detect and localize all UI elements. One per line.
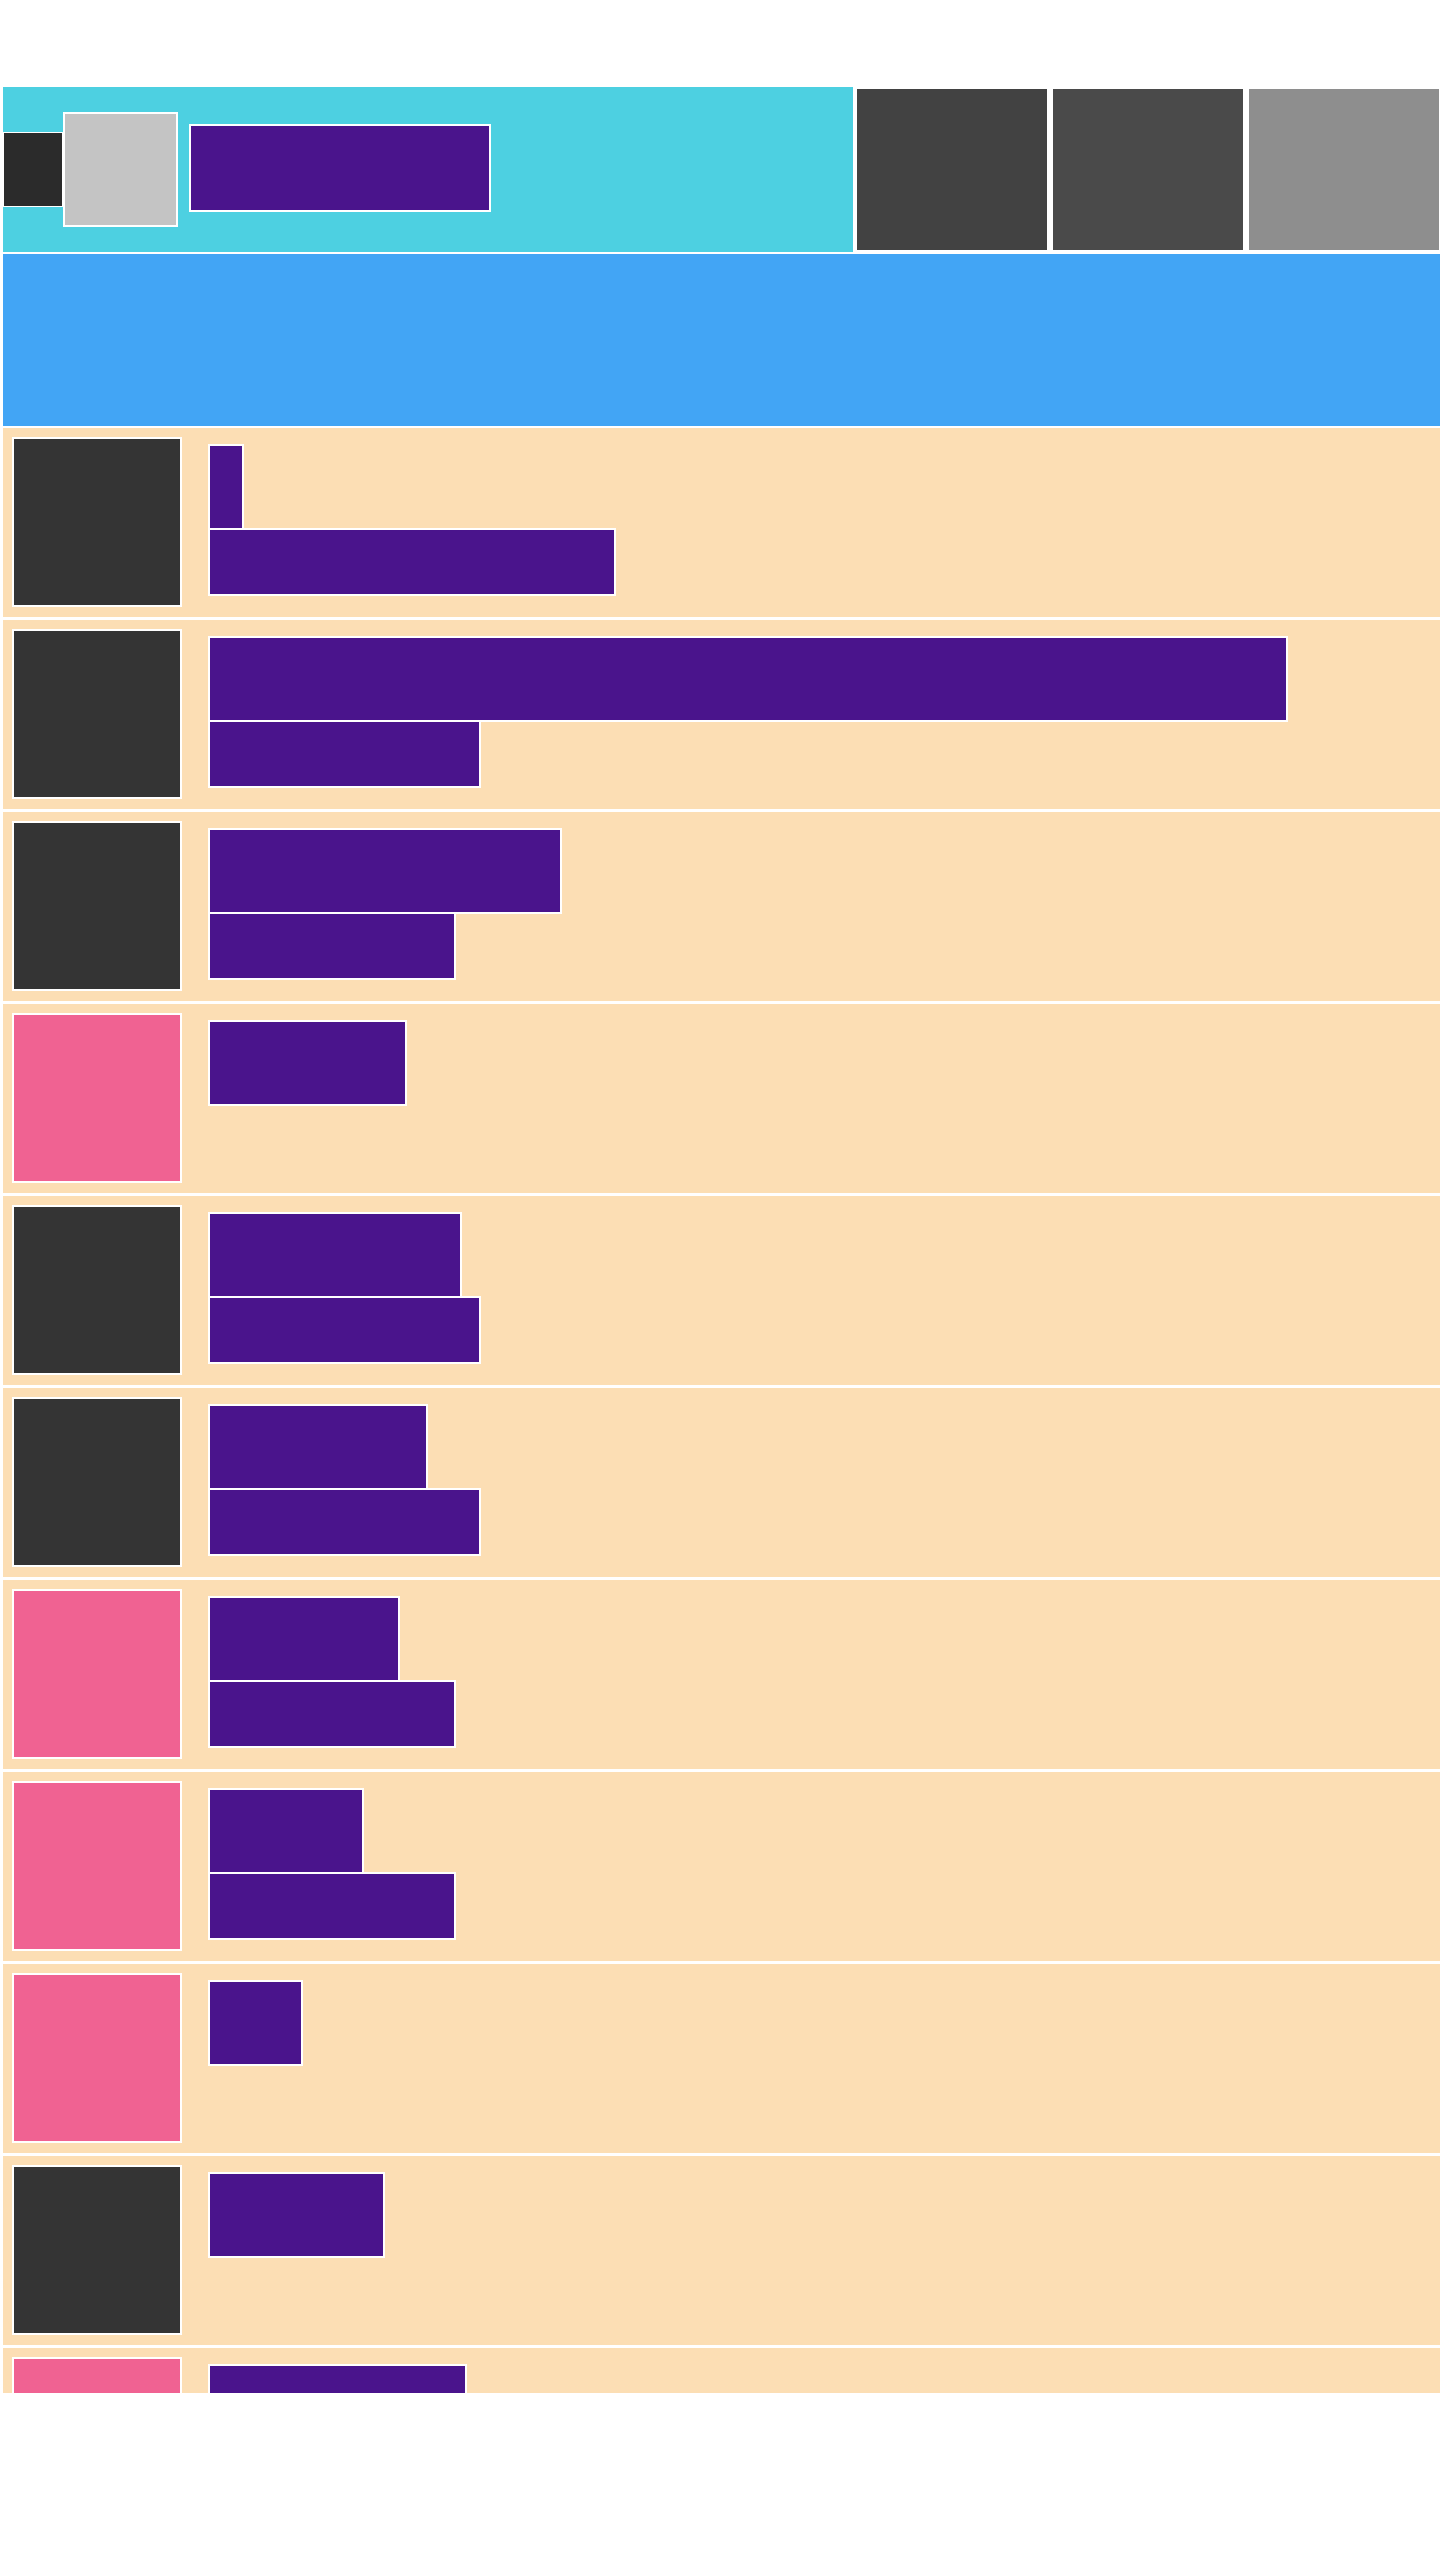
list-item[interactable] [3,1004,1440,1196]
item-title [208,2364,467,2393]
item-title [208,1980,303,2066]
item-thumbnail [12,2165,182,2335]
list-item[interactable] [3,1772,1440,1964]
item-title [208,444,244,530]
item-subtitle [208,720,481,788]
item-thumbnail [12,1973,182,2143]
item-subtitle [208,528,616,596]
app-logo [63,112,178,227]
item-thumbnail [12,1589,182,1759]
list-item[interactable] [3,2348,1440,2393]
list-item[interactable] [3,1196,1440,1388]
app-title [189,124,491,212]
item-title [208,1020,407,1106]
item-thumbnail [12,1397,182,1567]
item-title [208,1596,400,1682]
item-subtitle [208,912,456,980]
menu-icon[interactable] [3,132,63,207]
filter-button[interactable] [1051,87,1245,252]
item-thumbnail [12,629,182,799]
item-subtitle [208,1296,481,1364]
item-list [3,428,1440,2393]
item-thumbnail [12,1013,182,1183]
app-bar [3,87,853,252]
item-thumbnail [12,1781,182,1951]
item-title [208,636,1288,722]
list-item[interactable] [3,1964,1440,2156]
list-item[interactable] [3,812,1440,1004]
item-subtitle [208,1872,456,1940]
list-item[interactable] [3,1580,1440,1772]
list-item[interactable] [3,428,1440,620]
list-item[interactable] [3,1388,1440,1580]
item-thumbnail [12,1205,182,1375]
banner [3,254,1440,426]
item-thumbnail [12,821,182,991]
item-title [208,1212,462,1298]
list-item[interactable] [3,620,1440,812]
item-title [208,1788,364,1874]
more-button[interactable] [1247,87,1440,252]
item-title [208,1404,428,1490]
app-frame [3,87,1440,2393]
search-button[interactable] [855,87,1049,252]
item-title [208,828,562,914]
item-thumbnail [12,437,182,607]
item-title [208,2172,385,2258]
list-item[interactable] [3,2156,1440,2348]
item-subtitle [208,1680,456,1748]
item-subtitle [208,1488,481,1556]
item-thumbnail [12,2357,182,2393]
